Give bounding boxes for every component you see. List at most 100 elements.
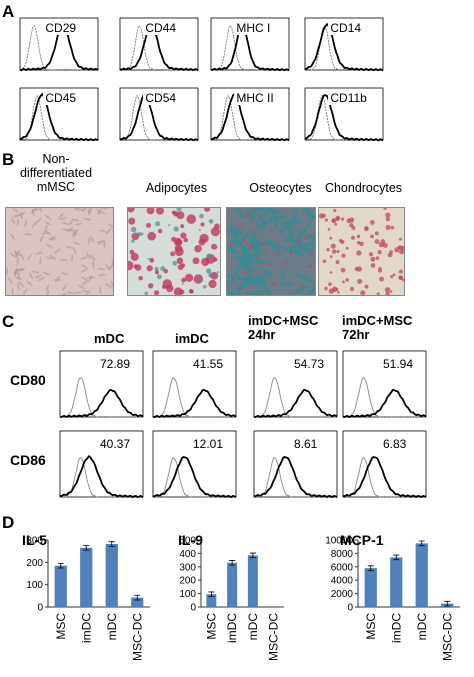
histogram-cd80-1: 41.55 (152, 350, 237, 419)
y-tick-label: 10000 (325, 536, 353, 547)
y-tick-label: 200 (179, 576, 196, 587)
bar-chart-il-9: IL-9 0 100 200 300 400 500 MSC imDC mDC MSC-DC (168, 532, 290, 672)
histogram-cd80-2: 54.73 (253, 350, 338, 419)
bar-mdc (105, 544, 118, 607)
percent-positive: 51.94 (381, 357, 416, 371)
marker-curve (59, 389, 144, 419)
histogram-cd86-0: 40.37 (59, 430, 144, 499)
micrograph-title-diff: Non- differentiated mMSC (19, 152, 93, 194)
condition-title-2: imDC+MSC 24hr (248, 313, 319, 343)
percent-positive: 8.61 (292, 437, 320, 451)
x-tick-label: imDC (79, 613, 93, 643)
percent-positive: 54.73 (292, 357, 327, 371)
isotype-curve (253, 377, 338, 419)
x-tick-label: imDC (225, 613, 239, 643)
error-bar (134, 594, 141, 601)
x-tick-label: imDC (389, 613, 403, 643)
error-bar (108, 541, 115, 547)
marker-curve (19, 92, 99, 142)
marker-curve (253, 389, 338, 419)
isotype-curve (304, 25, 384, 72)
histogram-cd86-2: 8.61 (253, 430, 338, 499)
bar-msc (54, 565, 67, 607)
x-tick-label: mDC (105, 613, 119, 641)
marker-label: CD11b (328, 91, 369, 105)
isotype-curve (59, 457, 144, 499)
y-tick-label: 100 (179, 589, 196, 600)
micrograph-title-osteo: Osteocytes (249, 181, 312, 195)
y-tick-label: 300 (26, 536, 43, 547)
error-bar (57, 562, 64, 569)
isotype-curve (210, 95, 290, 142)
error-bar (418, 540, 425, 547)
panel-letter-d: D (2, 513, 15, 532)
y-tick-label: 400 (179, 549, 196, 560)
y-tick-label: 0 (347, 603, 353, 614)
condition-title-1: imDC (175, 331, 209, 346)
bar-imdc (390, 557, 403, 607)
micrograph-diff (5, 207, 114, 296)
marker-curve (342, 389, 427, 419)
micrograph-chondro (318, 207, 405, 296)
error-bar (393, 554, 400, 561)
condition-title-0: mDC (94, 331, 125, 346)
chart-svg: 0 100 200 300 400 500 MSC imDC mDC MSC-DC (179, 536, 284, 661)
bar-msc-dc (131, 597, 144, 607)
histogram-mhc-ii: MHC II (210, 87, 290, 142)
chart-title: IL-9 (178, 532, 203, 548)
y-tick-label: 0 (37, 603, 43, 614)
marker-curve (152, 456, 237, 498)
chart-svg: 0 2000 4000 6000 8000 10000 MSC imDC mDC MSC-DC (325, 536, 460, 661)
percent-positive: 12.01 (191, 437, 226, 451)
y-tick-label: 0 (190, 603, 196, 614)
y-tick-label: 2000 (331, 589, 354, 600)
error-bar (208, 591, 215, 598)
error-bar (444, 600, 451, 607)
marker-curve (59, 454, 144, 498)
y-tick-label: 6000 (331, 562, 354, 573)
error-bar (249, 552, 256, 559)
chart-svg: 0 100 200 300 MSC imDC mDC MSC-DC (26, 536, 150, 661)
chart-title: MCP-1 (340, 532, 384, 548)
histogram-cd80-3: 51.94 (342, 350, 427, 419)
y-tick-label: 300 (179, 562, 196, 573)
bar-mdc (247, 555, 258, 607)
y-tick-label: 500 (179, 536, 196, 547)
x-tick-label: mDC (246, 613, 260, 641)
bar-imdc (227, 562, 238, 607)
x-tick-label: mDC (415, 613, 429, 641)
percent-positive: 6.83 (381, 437, 409, 451)
micrograph-adipo (127, 207, 221, 296)
marker-curve (119, 94, 199, 142)
bar-msc (364, 568, 377, 607)
panel-letter-b: B (2, 150, 15, 169)
chart-title: IL-5 (22, 532, 47, 548)
error-bar (367, 565, 374, 571)
row-label-cd80: CD80 (10, 372, 46, 388)
bar-msc (206, 594, 217, 607)
marker-label: MHC II (234, 91, 276, 105)
histogram-cd44: CD44 (119, 17, 199, 72)
x-tick-label: MSC-DC (440, 613, 454, 661)
histogram-cd86-1: 12.01 (152, 430, 237, 499)
marker-curve (304, 22, 384, 72)
histogram-cd54: CD54 (119, 87, 199, 142)
marker-curve (253, 456, 338, 498)
bar-imdc (80, 547, 93, 607)
histogram-cd14: CD14 (304, 17, 384, 72)
marker-label: CD44 (143, 21, 179, 35)
row-label-cd86: CD86 (10, 452, 46, 468)
histogram-cd45: CD45 (19, 87, 99, 142)
panel-letter-a: A (2, 2, 15, 21)
marker-curve (342, 456, 427, 498)
x-tick-label: MSC (54, 613, 68, 640)
condition-title-3: imDC+MSC 72hr (342, 313, 413, 343)
isotype-curve (119, 25, 199, 72)
x-tick-label: MSC (364, 613, 378, 640)
marker-curve (210, 92, 290, 142)
marker-label: CD54 (143, 91, 179, 105)
bar-chart-il-5: IL-5 0 100 200 300 MSC imDC mDC MSC-DC (8, 532, 156, 672)
x-tick-label: MSC (204, 613, 218, 640)
isotype-curve (152, 377, 237, 419)
y-tick-label: 4000 (331, 576, 354, 587)
